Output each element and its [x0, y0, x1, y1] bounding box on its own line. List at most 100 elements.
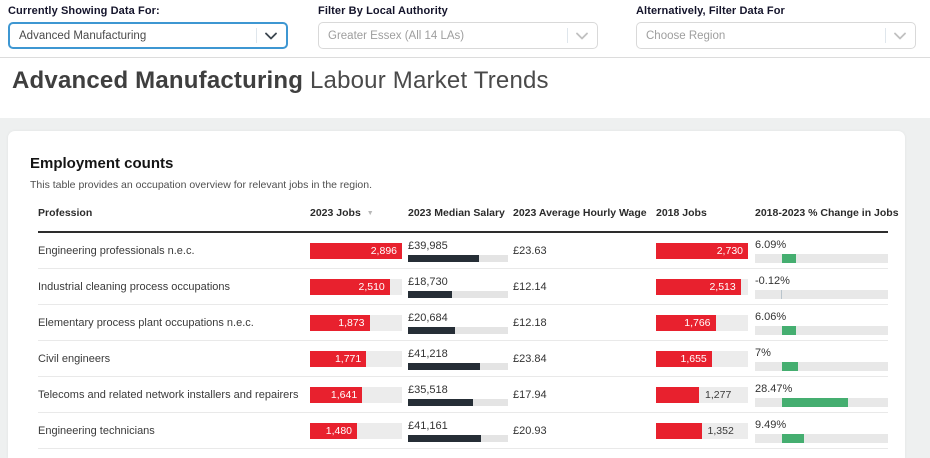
table-row: Elementary process plant occupations n.e… — [38, 305, 888, 341]
region-select[interactable]: Choose Region — [636, 22, 916, 49]
sort-descending-icon: ▼ — [366, 210, 374, 217]
change-value: 6.09% — [755, 238, 787, 251]
jobs-2023-bar: 2,896 — [310, 242, 402, 259]
filter-group-region: Alternatively, Filter Data For Choose Re… — [636, 5, 916, 49]
filter-label-region: Alternatively, Filter Data For — [636, 5, 785, 17]
hourly-wage-value: £23.84 — [513, 352, 547, 365]
employment-table: Profession 2023 Jobs ▼ 2023 Median Salary… — [38, 207, 899, 449]
employment-counts-card: Employment counts This table provides an… — [8, 131, 905, 458]
change-bar — [755, 253, 888, 263]
hourly-wage-value: £20.93 — [513, 424, 547, 437]
jobs-2018-cell: 1,352 — [656, 422, 755, 439]
title-section: Advanced Manufacturing Labour Market Tre… — [0, 58, 930, 118]
median-salary-value: £41,161 — [408, 419, 448, 432]
median-salary-bar — [408, 434, 508, 442]
profession-label: Telecoms and related network installers … — [38, 388, 299, 401]
change-cell: -0.12% — [755, 275, 888, 299]
jobs-2018-bar: 1,655 — [656, 350, 748, 367]
median-salary-value: £41,218 — [408, 347, 448, 360]
median-salary-bar — [408, 254, 508, 262]
change-bar — [755, 325, 888, 335]
median-salary-cell: £35,518 — [408, 384, 513, 406]
change-cell: 9.49% — [755, 419, 888, 443]
jobs-2018-cell: 1,766 — [656, 314, 755, 331]
jobs-2023-cell: 1,771 — [310, 350, 408, 367]
jobs-2018-bar: 2,730 — [656, 242, 748, 259]
change-value: -0.12% — [755, 274, 790, 287]
jobs-2023-bar: 1,771 — [310, 350, 402, 367]
jobs-2018-cell: 2,730 — [656, 242, 755, 259]
jobs-2023-bar: 1,641 — [310, 386, 402, 403]
jobs-2018-cell: 1,277 — [656, 386, 755, 403]
median-salary-value: £39,985 — [408, 239, 448, 252]
card-subtitle: This table provides an occupation overvi… — [30, 179, 373, 191]
jobs-2018-bar: 2,513 — [656, 278, 748, 295]
sector-select[interactable]: Advanced Manufacturing — [8, 22, 288, 49]
page-background: Employment counts This table provides an… — [0, 118, 930, 458]
change-bar — [755, 361, 888, 371]
median-salary-value: £18,730 — [408, 275, 448, 288]
col-header-2023-jobs[interactable]: 2023 Jobs ▼ — [310, 207, 374, 219]
table-body: Engineering professionals n.e.c. 2,896 £… — [38, 233, 888, 449]
jobs-2018-bar: 1,277 — [656, 386, 748, 403]
profession-label: Engineering technicians — [38, 424, 155, 437]
filter-label-local-authority: Filter By Local Authority — [318, 5, 448, 17]
filter-toolbar: Currently Showing Data For: Advanced Man… — [0, 0, 930, 58]
col-header-median-salary[interactable]: 2023 Median Salary — [408, 207, 505, 219]
median-salary-cell: £20,684 — [408, 312, 513, 334]
median-salary-bar — [408, 290, 508, 298]
table-row: Engineering professionals n.e.c. 2,896 £… — [38, 233, 888, 269]
change-value: 28.47% — [755, 382, 793, 395]
page-title: Advanced Manufacturing Labour Market Tre… — [12, 67, 918, 95]
jobs-2018-cell: 1,655 — [656, 350, 755, 367]
jobs-2023-cell: 1,641 — [310, 386, 408, 403]
change-value: 6.06% — [755, 310, 787, 323]
select-divider — [256, 28, 257, 43]
select-divider — [885, 28, 886, 43]
hourly-wage-value: £23.63 — [513, 244, 547, 257]
hourly-wage-value: £12.14 — [513, 280, 547, 293]
table-row: Engineering technicians 1,480 £41,161 £2… — [38, 413, 888, 449]
filter-group-local-authority: Filter By Local Authority Greater Essex … — [318, 5, 598, 49]
table-row: Civil engineers 1,771 £41,218 £23.84 1,6… — [38, 341, 888, 377]
change-cell: 28.47% — [755, 383, 888, 407]
median-salary-cell: £41,161 — [408, 420, 513, 442]
jobs-2023-cell: 1,480 — [310, 422, 408, 439]
hourly-wage-value: £17.94 — [513, 388, 547, 401]
change-cell: 7% — [755, 347, 888, 371]
hourly-wage-value: £12.18 — [513, 316, 547, 329]
col-header-hourly-wage[interactable]: 2023 Average Hourly Wage — [513, 207, 647, 219]
chevron-down-icon[interactable] — [576, 32, 588, 40]
jobs-2023-cell: 2,896 — [310, 242, 408, 259]
change-bar — [755, 289, 888, 299]
change-value: 7% — [755, 346, 771, 359]
col-header-change[interactable]: 2018-2023 % Change in Jobs — [755, 207, 899, 219]
page-title-suffix: Labour Market Trends — [303, 67, 549, 94]
change-value: 9.49% — [755, 418, 787, 431]
change-bar — [755, 397, 888, 407]
chevron-down-icon[interactable] — [894, 32, 906, 40]
jobs-2023-cell: 2,510 — [310, 278, 408, 295]
change-bar — [755, 433, 888, 443]
change-cell: 6.06% — [755, 311, 888, 335]
local-authority-select[interactable]: Greater Essex (All 14 LAs) — [318, 22, 598, 49]
jobs-2018-bar: 1,766 — [656, 314, 748, 331]
median-salary-cell: £18,730 — [408, 276, 513, 298]
chevron-down-icon[interactable] — [265, 32, 277, 40]
select-divider — [567, 28, 568, 43]
table-header-row: Profession 2023 Jobs ▼ 2023 Median Salary… — [38, 207, 899, 233]
profession-label: Civil engineers — [38, 352, 111, 365]
col-header-2018-jobs[interactable]: 2018 Jobs — [656, 207, 707, 219]
median-salary-value: £20,684 — [408, 311, 448, 324]
median-salary-bar — [408, 362, 508, 370]
col-header-profession[interactable]: Profession — [38, 207, 93, 219]
profession-label: Elementary process plant occupations n.e… — [38, 316, 254, 329]
profession-label: Engineering professionals n.e.c. — [38, 244, 195, 257]
median-salary-cell: £41,218 — [408, 348, 513, 370]
median-salary-value: £35,518 — [408, 383, 448, 396]
median-salary-cell: £39,985 — [408, 240, 513, 262]
sector-select-value: Advanced Manufacturing — [19, 29, 147, 42]
card-heading: Employment counts — [30, 155, 174, 172]
filter-label-showing-data: Currently Showing Data For: — [8, 5, 160, 17]
jobs-2018-bar: 1,352 — [656, 422, 748, 439]
